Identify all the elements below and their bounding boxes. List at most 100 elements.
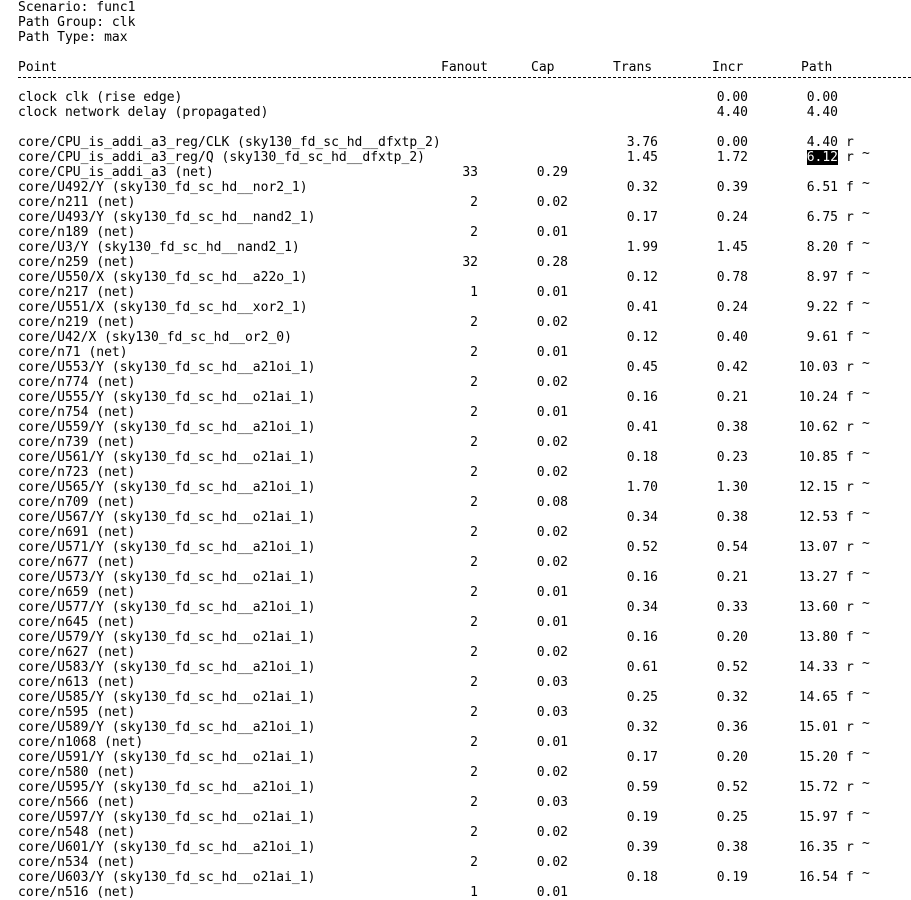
table-row[interactable]: core/n71 (net) 2 0.01 (0, 345, 911, 360)
header-divider (18, 77, 911, 78)
table-row[interactable]: core/n595 (net) 2 0.03 (0, 705, 911, 720)
trans-cell: 0.32 (626, 180, 658, 195)
table-row[interactable]: core/U559/Y (sky130_fd_sc_hd__a21oi_1) 0.… (0, 416, 911, 435)
table-row[interactable]: core/n677 (net) 2 0.02 (0, 555, 911, 570)
table-row[interactable]: core/n219 (net) 2 0.02 (0, 315, 911, 330)
edge-cell: f (846, 570, 854, 585)
table-row[interactable]: core/n534 (net) 2 0.02 (0, 855, 911, 870)
cap-cell: 0.02 (536, 465, 568, 480)
table-row[interactable]: core/U492/Y (sky130_fd_sc_hd__nor2_1) 0.3… (0, 176, 911, 195)
table-row[interactable]: core/n211 (net) 2 0.02 (0, 195, 911, 210)
path-cell: 4.40 (806, 135, 838, 150)
point-cell: core/n595 (net) (18, 705, 136, 720)
table-row[interactable]: core/n774 (net) 2 0.02 (0, 375, 911, 390)
table-row[interactable]: core/CPU_is_addi_a3_reg/Q (sky130_fd_sc_… (0, 146, 911, 165)
fanout-cell: 2 (470, 675, 478, 690)
table-row[interactable]: core/U577/Y (sky130_fd_sc_hd__a21oi_1) 0.… (0, 596, 911, 615)
table-row[interactable]: core/U555/Y (sky130_fd_sc_hd__o21ai_1) 0.… (0, 386, 911, 405)
table-row[interactable]: core/n217 (net) 1 0.01 (0, 285, 911, 300)
path-cell: 12.53 (798, 510, 838, 525)
table-row[interactable]: core/U603/Y (sky130_fd_sc_hd__o21ai_1) 0.… (0, 866, 911, 885)
column-header-trans: Trans (613, 60, 653, 75)
table-row[interactable]: core/U553/Y (sky130_fd_sc_hd__a21oi_1) 0.… (0, 356, 911, 375)
path-cell: 13.27 (798, 570, 838, 585)
path-cell: 12.15 (798, 480, 838, 495)
table-row[interactable]: core/n754 (net) 2 0.01 (0, 405, 911, 420)
table-row[interactable]: core/U3/Y (sky130_fd_sc_hd__nand2_1) 1.99… (0, 236, 911, 255)
path-cell: 13.60 (798, 600, 838, 615)
incr-cell: 0.33 (716, 600, 748, 615)
trans-cell: 0.52 (626, 540, 658, 555)
table-row[interactable]: core/U551/X (sky130_fd_sc_hd__xor2_1) 0.4… (0, 296, 911, 315)
table-row[interactable]: core/U583/Y (sky130_fd_sc_hd__a21oi_1) 0.… (0, 656, 911, 675)
cap-cell: 0.01 (536, 885, 568, 900)
table-row[interactable]: core/n627 (net) 2 0.02 (0, 645, 911, 660)
point-cell: core/n580 (net) (18, 765, 136, 780)
table-row[interactable]: core/U493/Y (sky130_fd_sc_hd__nand2_1) 0.… (0, 206, 911, 225)
table-row[interactable]: core/n691 (net) 2 0.02 (0, 525, 911, 540)
table-row[interactable]: core/U561/Y (sky130_fd_sc_hd__o21ai_1) 0.… (0, 446, 911, 465)
trans-cell: 0.32 (626, 720, 658, 735)
table-row[interactable]: clock network delay (propagated) 4.40 4.40 (0, 105, 911, 120)
table-row[interactable]: core/U579/Y (sky130_fd_sc_hd__o21ai_1) 0.… (0, 626, 911, 645)
point-cell: clock clk (rise edge) (18, 90, 183, 105)
column-header-incr: Incr (712, 60, 744, 75)
table-row[interactable]: core/n580 (net) 2 0.02 (0, 765, 911, 780)
trans-cell: 3.76 (626, 135, 658, 150)
mark-cell: ~ (862, 206, 870, 221)
trans-cell: 0.12 (626, 270, 658, 285)
table-row[interactable]: core/n566 (net) 2 0.03 (0, 795, 911, 810)
table-row[interactable]: core/U601/Y (sky130_fd_sc_hd__a21oi_1) 0.… (0, 836, 911, 855)
table-row[interactable]: core/U573/Y (sky130_fd_sc_hd__o21ai_1) 0.… (0, 566, 911, 585)
incr-cell: 0.20 (716, 750, 748, 765)
table-row[interactable]: core/U589/Y (sky130_fd_sc_hd__a21oi_1) 0.… (0, 716, 911, 735)
point-cell: core/U595/Y (sky130_fd_sc_hd__a21oi_1) (18, 780, 316, 795)
path-cell: 9.61 (806, 330, 838, 345)
table-row[interactable]: core/U550/X (sky130_fd_sc_hd__a22o_1) 0.1… (0, 266, 911, 285)
fanout-cell: 32 (462, 255, 478, 270)
column-header-cap: Cap (531, 60, 555, 75)
table-row[interactable]: clock clk (rise edge) 0.00 0.00 (0, 90, 911, 105)
mark-cell: ~ (862, 326, 870, 341)
edge-cell: f (846, 330, 854, 345)
point-cell: core/n627 (net) (18, 645, 136, 660)
point-cell: core/U577/Y (sky130_fd_sc_hd__a21oi_1) (18, 600, 316, 615)
table-row[interactable]: core/U597/Y (sky130_fd_sc_hd__o21ai_1) 0.… (0, 806, 911, 825)
table-row[interactable]: core/n189 (net) 2 0.01 (0, 225, 911, 240)
table-row[interactable]: core/n516 (net) 1 0.01 (0, 885, 911, 900)
fanout-cell: 2 (470, 435, 478, 450)
table-row[interactable]: core/n723 (net) 2 0.02 (0, 465, 911, 480)
table-row[interactable]: core/n645 (net) 2 0.01 (0, 615, 911, 630)
selected-value-highlight[interactable]: 6.12 (806, 150, 838, 165)
table-row[interactable]: core/n259 (net) 32 0.28 (0, 255, 911, 270)
table-row[interactable]: core/n548 (net) 2 0.02 (0, 825, 911, 840)
incr-cell: 0.36 (716, 720, 748, 735)
table-row[interactable]: core/U585/Y (sky130_fd_sc_hd__o21ai_1) 0.… (0, 686, 911, 705)
table-row[interactable]: core/U571/Y (sky130_fd_sc_hd__a21oi_1) 0.… (0, 536, 911, 555)
table-row[interactable]: core/n709 (net) 2 0.08 (0, 495, 911, 510)
table-row[interactable]: core/CPU_is_addi_a3 (net) 33 0.29 (0, 165, 911, 180)
mark-cell: ~ (862, 236, 870, 251)
edge-cell: f (846, 630, 854, 645)
table-row[interactable]: core/U595/Y (sky130_fd_sc_hd__a21oi_1) 0.… (0, 776, 911, 795)
path-cell: 13.80 (798, 630, 838, 645)
edge-cell: f (846, 870, 854, 885)
table-row[interactable]: core/U565/Y (sky130_fd_sc_hd__a21oi_1) 1.… (0, 476, 911, 495)
table-row[interactable]: core/CPU_is_addi_a3_reg/CLK (sky130_fd_s… (0, 135, 911, 150)
table-row[interactable]: core/n739 (net) 2 0.02 (0, 435, 911, 450)
trans-cell: 0.18 (626, 870, 658, 885)
fanout-cell: 2 (470, 615, 478, 630)
table-row[interactable]: core/n659 (net) 2 0.01 (0, 585, 911, 600)
path-cell: 14.33 (798, 660, 838, 675)
table-row[interactable]: core/U591/Y (sky130_fd_sc_hd__o21ai_1) 0.… (0, 746, 911, 765)
cap-cell: 0.28 (536, 255, 568, 270)
table-row[interactable]: core/n613 (net) 2 0.03 (0, 675, 911, 690)
table-row[interactable]: core/U42/X (sky130_fd_sc_hd__or2_0) 0.12 0… (0, 326, 911, 345)
edge-cell: f (846, 690, 854, 705)
fanout-cell: 2 (470, 555, 478, 570)
path-cell: 6.12 (780, 150, 838, 165)
table-row[interactable]: core/n1068 (net) 2 0.01 (0, 735, 911, 750)
edge-cell: f (846, 390, 854, 405)
path-cell: 10.24 (798, 390, 838, 405)
table-row[interactable]: core/U567/Y (sky130_fd_sc_hd__o21ai_1) 0.… (0, 506, 911, 525)
